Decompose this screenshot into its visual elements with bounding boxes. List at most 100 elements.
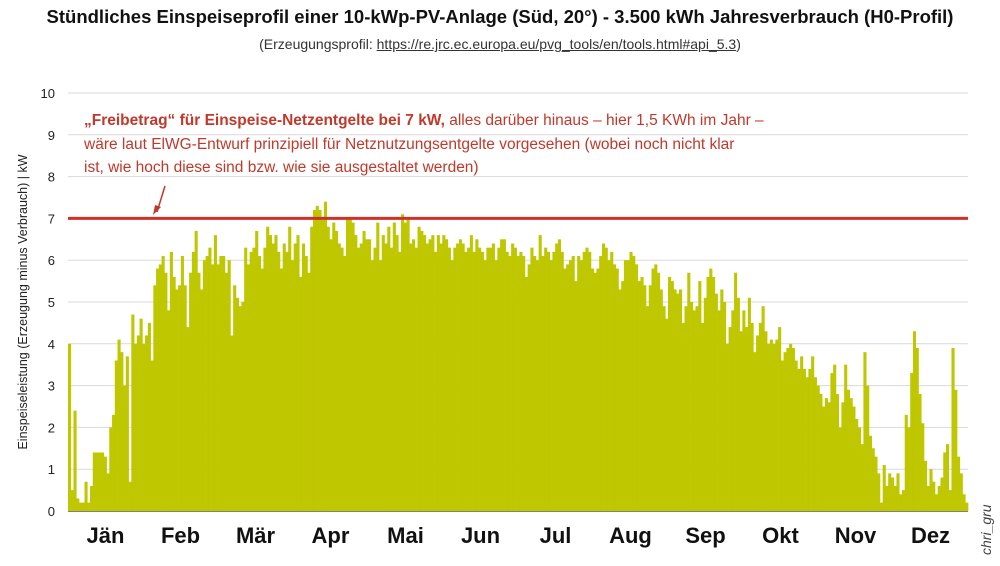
annotation-bold: „Freibetrag“ für Einspeise-Netzentgelte … xyxy=(84,112,445,129)
bar xyxy=(739,331,743,511)
bar xyxy=(791,347,795,511)
bar xyxy=(822,406,826,511)
bar xyxy=(186,327,190,511)
bar xyxy=(417,226,421,511)
bar xyxy=(469,235,473,511)
bar xyxy=(180,256,184,511)
bar xyxy=(610,251,614,511)
bar xyxy=(70,490,74,511)
month-label: Jul xyxy=(540,523,572,548)
bar xyxy=(467,247,471,511)
bar xyxy=(161,256,165,511)
bar xyxy=(439,243,443,512)
bar xyxy=(95,452,99,511)
y-tick-label: 6 xyxy=(48,253,55,268)
bar xyxy=(626,260,630,511)
bar xyxy=(637,281,641,511)
bar xyxy=(117,339,121,511)
bar xyxy=(753,352,757,511)
bar xyxy=(191,251,195,511)
bar xyxy=(904,414,908,511)
bar xyxy=(373,247,377,511)
bar xyxy=(571,256,575,511)
bar xyxy=(500,239,504,512)
bar xyxy=(756,335,760,511)
bar xyxy=(516,256,520,511)
bar xyxy=(285,251,289,511)
bar xyxy=(720,289,724,511)
bar xyxy=(156,268,160,511)
month-label: Mai xyxy=(387,523,424,548)
bar xyxy=(940,477,944,511)
bar xyxy=(546,251,550,511)
bar xyxy=(860,444,864,511)
source-link[interactable]: https://re.jrc.ec.europa.eu/pvg_tools/en… xyxy=(376,36,737,52)
bar xyxy=(648,285,652,511)
bar xyxy=(288,226,292,511)
bar xyxy=(923,460,928,511)
bar xyxy=(772,343,776,511)
bar xyxy=(709,268,713,511)
bar xyxy=(436,235,440,511)
bar xyxy=(866,385,870,511)
bar xyxy=(202,260,206,511)
bar xyxy=(937,485,941,511)
bar xyxy=(775,339,779,511)
bar xyxy=(112,414,116,511)
y-tick-label: 3 xyxy=(48,379,55,394)
bar xyxy=(593,272,597,511)
bar xyxy=(106,473,110,511)
bar xyxy=(403,222,407,511)
chart-title: Stündliches Einspeiseprofil einer 10-kWp… xyxy=(46,6,954,27)
bar xyxy=(279,268,284,511)
bar xyxy=(778,327,782,511)
bar xyxy=(544,247,548,511)
bar xyxy=(764,331,768,511)
bar xyxy=(81,502,85,511)
bar xyxy=(789,343,793,511)
bar xyxy=(390,247,394,511)
bar xyxy=(434,251,438,511)
bar xyxy=(574,281,578,511)
bar xyxy=(401,214,405,511)
bar xyxy=(425,243,429,512)
month-label: Aug xyxy=(609,523,652,548)
y-tick-label: 4 xyxy=(48,337,55,352)
annotation-line-1: „Freibetrag“ für Einspeise-Netzentgelte … xyxy=(84,112,764,129)
bar xyxy=(673,289,677,511)
bar xyxy=(147,322,151,511)
bar xyxy=(665,318,669,511)
bar xyxy=(101,452,105,511)
bar xyxy=(139,318,143,511)
bar xyxy=(668,276,672,511)
bar xyxy=(365,239,369,512)
bar xyxy=(813,377,817,511)
bar xyxy=(563,268,567,511)
bar xyxy=(249,251,253,511)
bar xyxy=(511,243,515,512)
bar xyxy=(290,260,295,511)
bar xyxy=(808,368,812,511)
bar xyxy=(786,347,790,511)
bar xyxy=(370,260,374,511)
subtitle-suffix: ) xyxy=(736,36,741,52)
bar xyxy=(395,235,399,511)
bar xyxy=(615,268,619,511)
bar xyxy=(623,260,628,511)
annotation-line-2: wäre laut ElWG-Entwurf prinzipiell für N… xyxy=(83,136,734,153)
bar xyxy=(90,485,94,511)
bar xyxy=(841,402,845,511)
bar xyxy=(227,260,231,511)
bar xyxy=(442,235,446,511)
bar xyxy=(800,356,804,511)
bar xyxy=(329,239,333,512)
y-tick-label: 9 xyxy=(48,128,55,143)
bar xyxy=(855,419,859,511)
bar xyxy=(552,251,556,511)
bar xyxy=(304,256,308,511)
y-tick-label: 10 xyxy=(41,86,55,101)
bar xyxy=(912,331,917,511)
subtitle-prefix: (Erzeugungsprofil: xyxy=(259,36,377,52)
bar xyxy=(497,247,501,511)
bar xyxy=(128,481,132,511)
